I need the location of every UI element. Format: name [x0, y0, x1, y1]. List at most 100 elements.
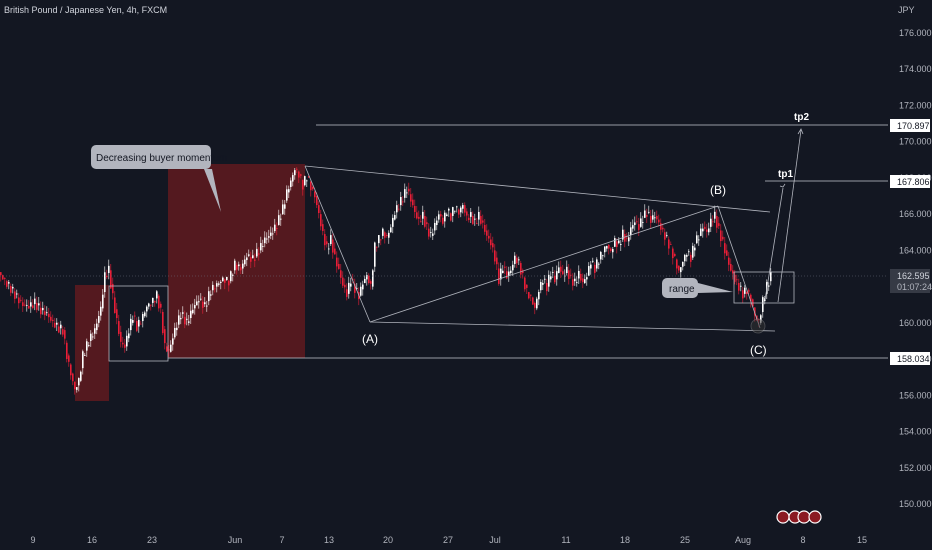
tp1-arrow [764, 187, 784, 301]
candle-body [376, 246, 378, 248]
candle-body [600, 251, 602, 260]
candle-body [30, 302, 32, 307]
candle-body [320, 214, 322, 227]
tp1-label: tp1 [778, 169, 793, 180]
candle-body [418, 216, 420, 219]
candle-body [12, 286, 14, 289]
candle-body [750, 294, 752, 302]
candle-body [344, 284, 346, 288]
candle-body [208, 291, 210, 302]
candle-body [56, 322, 58, 325]
candle-body [438, 214, 440, 220]
callout-momentum: Decreasing buyer momentum [91, 145, 227, 212]
candle-body [32, 305, 34, 308]
candle-body [366, 275, 368, 280]
candle-body [16, 293, 18, 295]
candle-body [230, 271, 232, 282]
candle-body [114, 297, 116, 314]
candle-body [332, 239, 334, 253]
candle-body [614, 238, 616, 247]
x-tick-label: 15 [857, 535, 867, 545]
candle-body [4, 278, 6, 279]
candle-body [178, 315, 180, 325]
candle-body [364, 278, 366, 283]
candle-body [232, 274, 234, 276]
candle-body [568, 270, 570, 279]
candle-body [82, 351, 84, 369]
x-axis[interactable]: 9 16 23 Jun 7 13 20 27 Jul 11 18 25 Aug 8 15 [30, 535, 867, 545]
current-price-text: 162.595 [897, 271, 930, 281]
candle-body [538, 291, 540, 300]
candle-body [282, 204, 284, 215]
x-tick-label: Jul [489, 535, 501, 545]
candle-body [732, 270, 734, 274]
candle-body [630, 227, 632, 235]
candle-body [174, 327, 176, 338]
candle-body [472, 215, 474, 224]
countdown-text: 01:07:24 [897, 282, 932, 292]
candle-body [716, 215, 718, 228]
candle-body [712, 221, 714, 223]
candle-body [42, 307, 44, 311]
candle-body [154, 301, 156, 303]
b-c-line [717, 205, 761, 329]
candle-body [284, 204, 286, 209]
candle-body [302, 179, 304, 190]
candle-body [246, 257, 248, 261]
candle-body [0, 272, 2, 276]
highlight-zone-1 [75, 285, 109, 401]
candle-body [730, 263, 732, 271]
candle-body [52, 319, 54, 321]
candle-body [314, 191, 316, 198]
tp2-label: tp2 [794, 112, 809, 123]
range-box-left [108, 285, 169, 362]
candle-body [666, 235, 668, 237]
candle-body [166, 346, 168, 352]
candle-body [594, 264, 596, 273]
candle-body [486, 230, 488, 236]
candle-body [226, 276, 228, 280]
candle-body [46, 312, 48, 314]
candle-body [306, 180, 308, 182]
candle-body [210, 294, 212, 296]
x-tick-label: Aug [735, 535, 751, 545]
candle-body [510, 270, 512, 274]
candle-body [180, 318, 182, 320]
candle-body [196, 301, 198, 306]
tp2-arrowhead [797, 128, 804, 135]
candle-body [502, 270, 504, 274]
x-tick-label: 8 [800, 535, 805, 545]
candle-body [276, 228, 278, 230]
candle-body [354, 283, 356, 293]
candles [0, 167, 772, 395]
highlight-zone-2 [168, 164, 305, 358]
candle-body [10, 286, 12, 293]
candle-body [428, 228, 430, 237]
candle-body [350, 283, 352, 287]
candle-body [392, 217, 394, 227]
candle-body [494, 250, 496, 262]
a-b-line [369, 205, 719, 323]
candle-body [518, 259, 520, 261]
candle-body [592, 260, 594, 262]
callout-range-text: range [669, 284, 695, 295]
candle-body [410, 194, 412, 202]
candle-body [362, 284, 364, 290]
candle-body [396, 205, 398, 213]
candle-body [112, 283, 114, 294]
candle-body [14, 291, 16, 299]
candle-body [704, 226, 706, 229]
candle-body [384, 232, 386, 238]
candle-body [740, 285, 742, 287]
y-tick-label: 164.000 [899, 245, 932, 255]
candle-body [62, 329, 64, 335]
candle-body [356, 287, 358, 289]
candle-body [496, 257, 498, 265]
price-box-current: 162.595 01:07:24 [890, 269, 932, 293]
candle-body [514, 255, 516, 264]
candle-body [202, 301, 204, 308]
chart-title: British Pound / Japanese Yen, 4h, FXCM [4, 5, 167, 15]
candle-body [580, 273, 582, 281]
price-box-tp2: 170.897 [890, 119, 930, 132]
